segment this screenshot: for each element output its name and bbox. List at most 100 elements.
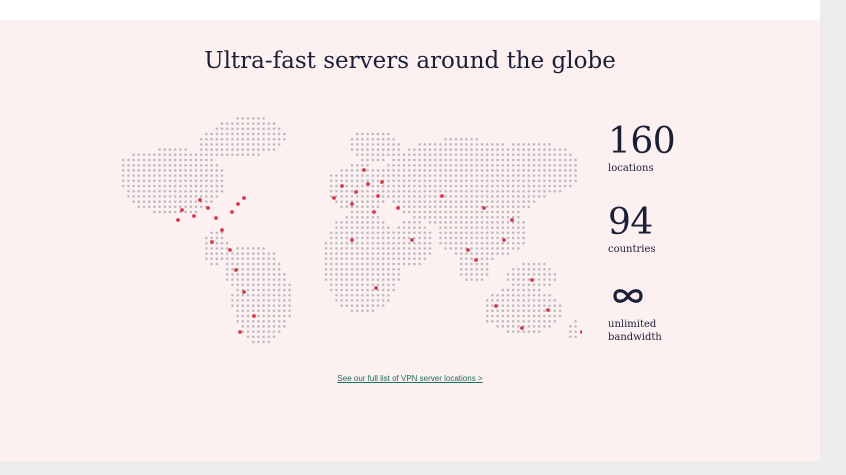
map-dot <box>350 293 354 297</box>
map-dot <box>506 169 510 172</box>
map-dot <box>537 148 541 151</box>
map-dot <box>449 158 453 162</box>
map-dot <box>511 200 515 203</box>
map-dot <box>350 148 354 151</box>
map-dot <box>262 267 265 271</box>
map-dot <box>465 143 468 146</box>
map-dot <box>288 304 291 307</box>
map-dot <box>532 189 536 193</box>
map-dot <box>345 267 349 271</box>
map-dot <box>470 241 473 245</box>
map-dot <box>506 153 510 157</box>
map-dot <box>215 148 219 151</box>
map-dot <box>459 189 463 193</box>
map-dot <box>522 163 525 167</box>
map-dot <box>459 257 463 261</box>
map-dot <box>350 278 354 281</box>
stat-bandwidth-label-line1: unlimited <box>608 319 657 330</box>
map-dot <box>345 304 349 307</box>
map-dot <box>381 221 385 224</box>
map-dot <box>184 174 187 177</box>
map-dot <box>225 132 229 136</box>
map-dot <box>543 267 546 271</box>
map-dot <box>366 241 369 245</box>
map-dot <box>480 189 484 193</box>
map-dot <box>444 210 447 214</box>
map-dot <box>345 221 349 224</box>
map-dot <box>517 288 520 292</box>
map-dot <box>522 184 525 188</box>
map-dot <box>340 221 343 224</box>
map-dot <box>189 210 193 214</box>
map-dot <box>511 143 515 146</box>
map-dot <box>355 132 359 136</box>
map-dot <box>449 205 453 209</box>
map-dot <box>444 205 447 209</box>
map-dot <box>199 205 203 209</box>
server-location-dot <box>234 268 238 272</box>
map-dot <box>220 252 224 255</box>
map-dot <box>387 267 390 271</box>
map-dot <box>241 137 245 141</box>
map-dot <box>381 200 385 203</box>
map-dot <box>376 288 380 292</box>
map-dot <box>246 330 250 333</box>
map-dot <box>569 325 572 328</box>
map-dot <box>465 169 468 172</box>
map-dot <box>345 262 349 266</box>
map-dot <box>558 189 562 193</box>
map-dot <box>345 288 349 292</box>
map-dot <box>485 163 489 167</box>
map-dot <box>511 319 515 323</box>
map-dot <box>418 221 421 224</box>
map-dot <box>241 299 245 302</box>
map-dot <box>423 205 427 209</box>
map-dot <box>350 283 354 287</box>
map-dot <box>465 215 468 219</box>
map-dot <box>158 174 161 177</box>
map-dot <box>329 184 333 188</box>
map-dot <box>387 195 390 198</box>
map-dot <box>272 278 276 281</box>
map-dot <box>402 221 406 224</box>
map-dot <box>257 293 260 297</box>
map-dot <box>465 267 468 271</box>
map-dot <box>376 148 380 151</box>
map-dot <box>371 309 375 313</box>
map-dot <box>137 179 141 183</box>
map-dot <box>413 158 416 162</box>
map-dot <box>511 293 515 297</box>
map-dot <box>147 163 151 167</box>
map-dot <box>366 257 369 261</box>
map-dot <box>262 143 265 146</box>
map-dot <box>205 236 208 240</box>
map-dot <box>205 184 208 188</box>
map-dot <box>485 143 489 146</box>
map-dot <box>522 304 525 307</box>
map-dot <box>470 143 473 146</box>
map-dot <box>345 179 349 183</box>
map-dot <box>459 179 463 183</box>
map-dot <box>444 153 447 157</box>
map-dot <box>501 174 505 177</box>
map-dot <box>407 189 411 193</box>
map-dot <box>517 174 520 177</box>
map-dot <box>423 143 427 146</box>
map-dot <box>543 195 546 198</box>
map-dot <box>517 231 520 235</box>
map-dot <box>236 314 239 318</box>
map-dot <box>511 330 515 333</box>
map-dot <box>163 200 167 203</box>
map-dot <box>511 299 515 302</box>
map-dot <box>537 169 541 172</box>
map-dot <box>361 288 364 292</box>
map-dot <box>454 189 458 193</box>
server-locations-link[interactable]: See our full list of VPN server location… <box>337 374 483 383</box>
map-dot <box>371 257 375 261</box>
map-dot <box>262 278 265 281</box>
server-location-dot <box>230 210 234 214</box>
map-dot <box>215 195 219 198</box>
map-dot <box>517 283 520 287</box>
map-dot <box>142 179 146 183</box>
map-dot <box>413 184 416 188</box>
